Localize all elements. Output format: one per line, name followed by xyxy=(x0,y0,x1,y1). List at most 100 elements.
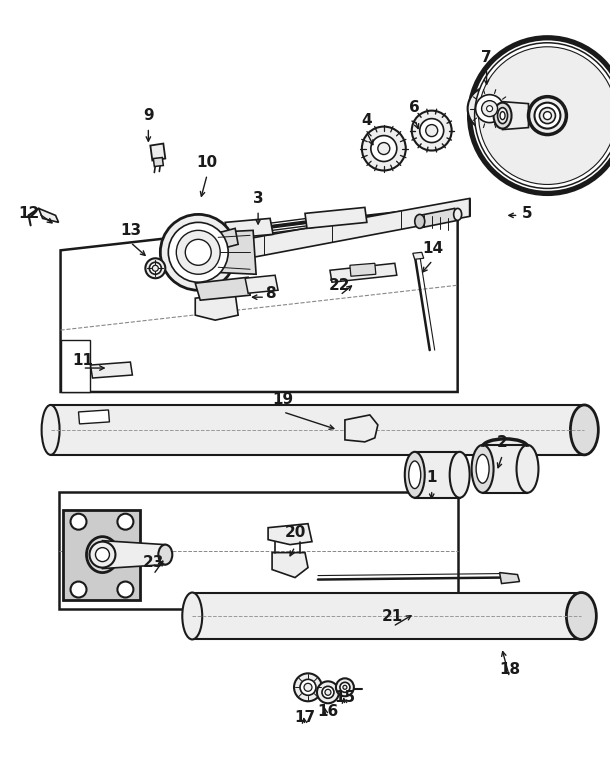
Polygon shape xyxy=(225,219,273,239)
Polygon shape xyxy=(503,102,529,129)
Circle shape xyxy=(317,681,339,703)
Circle shape xyxy=(168,223,228,283)
Circle shape xyxy=(336,678,354,696)
Polygon shape xyxy=(213,230,256,274)
Text: 11: 11 xyxy=(72,353,93,367)
Text: 19: 19 xyxy=(273,393,294,407)
Circle shape xyxy=(420,119,444,142)
Text: 16: 16 xyxy=(317,704,338,718)
Circle shape xyxy=(475,95,503,122)
Polygon shape xyxy=(413,253,424,259)
Text: 18: 18 xyxy=(499,662,520,677)
Circle shape xyxy=(412,111,452,150)
Ellipse shape xyxy=(42,405,59,455)
Polygon shape xyxy=(245,275,278,293)
Ellipse shape xyxy=(87,537,119,573)
Text: 4: 4 xyxy=(362,113,372,128)
Text: 5: 5 xyxy=(522,206,533,221)
Polygon shape xyxy=(305,207,367,229)
Circle shape xyxy=(543,112,552,119)
Polygon shape xyxy=(51,405,584,455)
Polygon shape xyxy=(150,143,166,160)
Circle shape xyxy=(343,685,347,689)
Circle shape xyxy=(185,239,211,266)
Circle shape xyxy=(325,689,331,695)
Circle shape xyxy=(304,683,312,691)
Polygon shape xyxy=(60,206,458,392)
Polygon shape xyxy=(196,277,250,300)
Circle shape xyxy=(371,136,397,162)
Polygon shape xyxy=(103,541,166,568)
Polygon shape xyxy=(268,524,312,544)
Circle shape xyxy=(89,541,115,567)
Circle shape xyxy=(70,581,87,598)
Circle shape xyxy=(117,581,133,598)
Ellipse shape xyxy=(182,593,202,639)
Ellipse shape xyxy=(516,445,538,493)
Ellipse shape xyxy=(415,214,425,229)
Circle shape xyxy=(152,266,158,271)
Ellipse shape xyxy=(409,461,421,488)
Text: 17: 17 xyxy=(295,710,315,725)
Circle shape xyxy=(95,547,109,561)
Text: 21: 21 xyxy=(382,609,403,624)
Polygon shape xyxy=(79,410,109,424)
Polygon shape xyxy=(330,263,397,283)
Circle shape xyxy=(467,87,511,131)
Polygon shape xyxy=(60,340,90,392)
Circle shape xyxy=(378,142,390,155)
Polygon shape xyxy=(420,209,458,227)
Polygon shape xyxy=(220,229,238,248)
Circle shape xyxy=(340,682,350,692)
Text: 13: 13 xyxy=(120,223,141,238)
Text: 8: 8 xyxy=(265,286,276,301)
Circle shape xyxy=(177,230,220,274)
Text: 22: 22 xyxy=(329,278,351,293)
Circle shape xyxy=(529,97,566,135)
Ellipse shape xyxy=(566,593,596,639)
Circle shape xyxy=(540,108,555,124)
Text: 2: 2 xyxy=(497,435,508,450)
Circle shape xyxy=(362,126,406,170)
Circle shape xyxy=(486,105,492,112)
Polygon shape xyxy=(153,158,163,166)
Text: 15: 15 xyxy=(334,690,356,705)
Circle shape xyxy=(481,101,497,116)
Polygon shape xyxy=(483,445,527,493)
Ellipse shape xyxy=(404,452,425,497)
Text: 1: 1 xyxy=(426,470,437,485)
Ellipse shape xyxy=(497,108,508,124)
Text: 23: 23 xyxy=(142,555,164,570)
Circle shape xyxy=(117,514,133,530)
Ellipse shape xyxy=(500,112,505,119)
Polygon shape xyxy=(272,553,308,578)
Polygon shape xyxy=(192,593,582,639)
Ellipse shape xyxy=(450,452,470,497)
Polygon shape xyxy=(345,415,378,442)
Polygon shape xyxy=(62,510,141,600)
Circle shape xyxy=(475,43,611,189)
Circle shape xyxy=(322,686,334,698)
Text: 3: 3 xyxy=(253,191,263,206)
Circle shape xyxy=(149,263,161,274)
Text: 20: 20 xyxy=(284,525,306,541)
Text: 14: 14 xyxy=(422,241,443,256)
Ellipse shape xyxy=(453,209,462,220)
Text: 7: 7 xyxy=(481,50,492,65)
Text: 10: 10 xyxy=(197,155,218,170)
Circle shape xyxy=(535,102,560,129)
Polygon shape xyxy=(59,492,458,610)
Text: 12: 12 xyxy=(18,206,39,221)
Circle shape xyxy=(300,679,316,695)
Polygon shape xyxy=(415,452,459,497)
Ellipse shape xyxy=(158,544,172,564)
Circle shape xyxy=(160,214,236,290)
Ellipse shape xyxy=(476,454,489,484)
Ellipse shape xyxy=(571,405,598,455)
Circle shape xyxy=(145,258,166,278)
Polygon shape xyxy=(38,209,59,223)
Circle shape xyxy=(470,38,611,193)
Polygon shape xyxy=(90,362,133,378)
Polygon shape xyxy=(350,263,376,276)
Ellipse shape xyxy=(472,445,494,493)
